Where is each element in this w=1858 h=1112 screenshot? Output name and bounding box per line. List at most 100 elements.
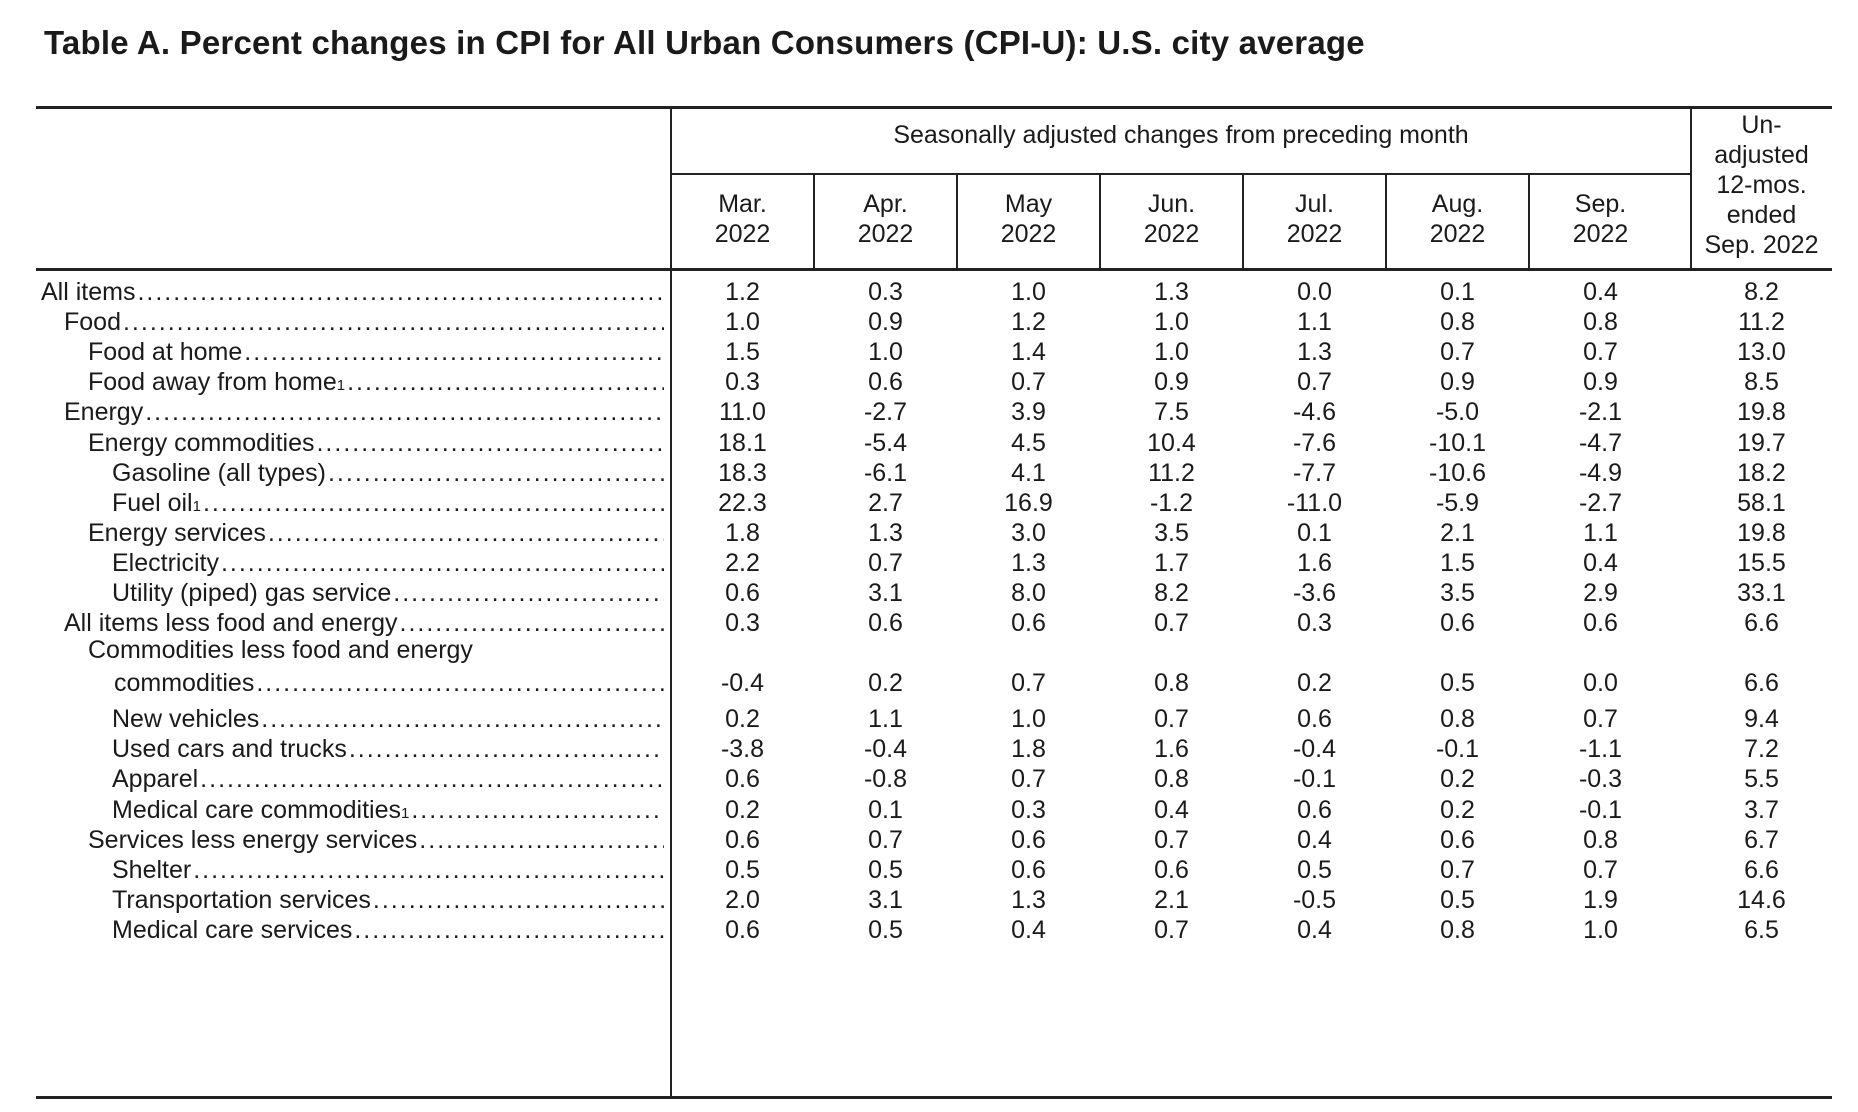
month-column-header: Mar. 2022: [671, 189, 814, 249]
monthly-change-cell: 0.7: [1154, 825, 1189, 854]
row-label: Electricity: [36, 545, 664, 581]
month-label: May: [1004, 190, 1053, 218]
monthly-change-cell: 1.3: [868, 518, 903, 547]
monthly-change-cell: -5.9: [1435, 488, 1480, 517]
month-column-header: Sep. 2022: [1529, 189, 1672, 249]
monthly-change-cell: -6.1: [863, 458, 908, 487]
row-label: Services less energy services: [36, 822, 664, 858]
monthly-change-cell: 0.8: [1440, 705, 1475, 734]
unadjusted-value-cell: 19.7: [1737, 428, 1786, 457]
monthly-change-cell: 0.8: [1154, 669, 1189, 698]
month-label: Aug.: [1431, 190, 1484, 218]
monthly-change-cell: 0.6: [1440, 825, 1475, 854]
table-row: Food 1.0 0.9 1.2 1.0 1.1 0.8 0.8 11.2: [36, 304, 1832, 340]
row-label-text: Energy commodities: [88, 428, 315, 457]
row-label-text: All items less food and energy: [64, 609, 398, 638]
monthly-change-cell: -0.4: [720, 669, 765, 698]
month-column-divider: [1099, 174, 1101, 270]
monthly-change-cell: 0.6: [1011, 609, 1046, 638]
row-label-text: Fuel oil: [112, 488, 193, 517]
monthly-change-cell: -11.0: [1286, 488, 1343, 517]
monthly-change-cell: 0.7: [1011, 368, 1046, 397]
row-label: New vehicles: [36, 701, 664, 737]
table-row: Gasoline (all types) 18.3 -6.1 4.1 11.2 -7.7 -…: [36, 455, 1832, 491]
monthly-change-cell: 7.5: [1154, 398, 1189, 427]
month-label: Sep.: [1574, 190, 1627, 218]
unadjusted-value-cell: 11.2: [1738, 308, 1785, 337]
monthly-change-cell: 0.4: [1297, 915, 1332, 944]
month-column-divider: [1242, 174, 1244, 270]
table-row: New vehicles 0.2 1.1 1.0 0.7 0.6 0.8 0.7 9.4: [36, 701, 1832, 737]
table-row: Commodities less food and energy commodit…: [36, 635, 1832, 701]
monthly-change-cell: -0.5: [1292, 885, 1337, 914]
monthly-change-cell: 0.2: [1440, 765, 1475, 794]
unadjusted-column-divider: [1690, 106, 1692, 270]
row-label: commodities: [36, 665, 664, 701]
monthly-change-cell: 2.0: [725, 885, 760, 914]
monthly-change-cell: 0.4: [1583, 548, 1618, 577]
row-label: Energy: [36, 394, 664, 430]
cpi-table: Seasonally adjusted changes from precedi…: [36, 106, 1832, 1099]
unadjusted-value-cell: 7.2: [1744, 735, 1779, 764]
monthly-change-cell: 2.1: [1440, 518, 1475, 547]
month-column-divider: [1385, 174, 1387, 270]
unadjusted-value-cell: 33.1: [1737, 579, 1786, 607]
row-label-text: Services less energy services: [88, 825, 418, 854]
monthly-change-cell: 1.0: [1011, 705, 1046, 734]
monthly-change-cell: 0.2: [725, 705, 760, 734]
row-label-text: Medical care commodities: [112, 795, 401, 824]
monthly-change-cell: 0.4: [1011, 915, 1046, 944]
monthly-change-cell: 0.7: [1154, 609, 1189, 638]
monthly-change-cell: 0.4: [1297, 825, 1332, 854]
table-row: Services less energy services 0.6 0.7 0.6 0.…: [36, 822, 1832, 858]
monthly-change-cell: 0.0: [1583, 669, 1618, 698]
monthly-change-cell: -2.7: [863, 398, 908, 427]
monthly-change-cell: 0.7: [1011, 765, 1046, 794]
monthly-change-cell: 1.8: [1011, 735, 1046, 764]
monthly-change-cell: 0.2: [725, 795, 760, 824]
monthly-change-cell: 3.1: [868, 579, 903, 607]
monthly-change-cell: -0.1: [1578, 795, 1623, 824]
table-row: Utility (piped) gas service 0.6 3.1 8.0 8.2 -…: [36, 575, 1832, 611]
monthly-change-cell: 1.7: [1154, 548, 1189, 577]
monthly-change-cell: 0.7: [1583, 705, 1618, 734]
monthly-change-cell: 0.6: [1154, 855, 1189, 884]
row-label: Shelter: [36, 852, 664, 888]
monthly-change-cell: -5.4: [863, 428, 908, 457]
monthly-change-cell: 0.5: [1440, 669, 1475, 698]
monthly-change-cell: 0.4: [1154, 795, 1189, 824]
unadjusted-header-line: 12-mos.: [1716, 171, 1807, 199]
table-row: Medical care services 0.6 0.5 0.4 0.7 0.4 0.8 1…: [36, 912, 1832, 948]
table-row: Apparel 0.6 -0.8 0.7 0.8 -0.1 0.2 -0.3 5.5: [36, 761, 1832, 797]
unadjusted-header-line: Un-: [1741, 111, 1782, 139]
unadjusted-value-cell: 6.6: [1744, 669, 1779, 698]
monthly-change-cell: 0.7: [1011, 669, 1046, 698]
monthly-change-cell: 0.6: [1297, 705, 1332, 734]
monthly-change-cell: 1.6: [1297, 548, 1332, 577]
row-label: Medical care commodities 1: [36, 792, 664, 828]
monthly-change-cell: 2.1: [1154, 885, 1189, 914]
unadjusted-header-line: adjusted: [1714, 141, 1809, 169]
row-label: Gasoline (all types): [36, 455, 664, 491]
monthly-change-cell: 1.6: [1154, 735, 1189, 764]
monthly-change-cell: 0.5: [868, 855, 903, 884]
monthly-change-cell: 0.9: [868, 308, 903, 337]
year-label: 2022: [1143, 220, 1200, 248]
year-label: 2022: [714, 220, 771, 248]
row-label: All items less food and energy: [36, 605, 664, 641]
seasonally-adjusted-header: Seasonally adjusted changes from precedi…: [893, 121, 1469, 149]
table-row: Energy services 1.8 1.3 3.0 3.5 0.1 2.1 1.1 19.8: [36, 515, 1832, 551]
monthly-change-cell: -10.1: [1429, 428, 1486, 457]
monthly-change-cell: 11.0: [719, 398, 766, 427]
monthly-change-cell: -5.0: [1435, 398, 1480, 427]
monthly-change-cell: 1.0: [1154, 338, 1189, 367]
unadjusted-value-cell: 6.7: [1744, 825, 1779, 854]
monthly-change-cell: 0.9: [1583, 368, 1618, 397]
monthly-change-cell: -7.7: [1292, 458, 1337, 487]
monthly-change-cell: 0.7: [1154, 705, 1189, 734]
monthly-change-cell: 0.7: [868, 825, 903, 854]
monthly-change-cell: 0.9: [1440, 368, 1475, 397]
monthly-change-cell: 1.0: [1011, 278, 1046, 306]
monthly-change-cell: -2.1: [1578, 398, 1623, 427]
